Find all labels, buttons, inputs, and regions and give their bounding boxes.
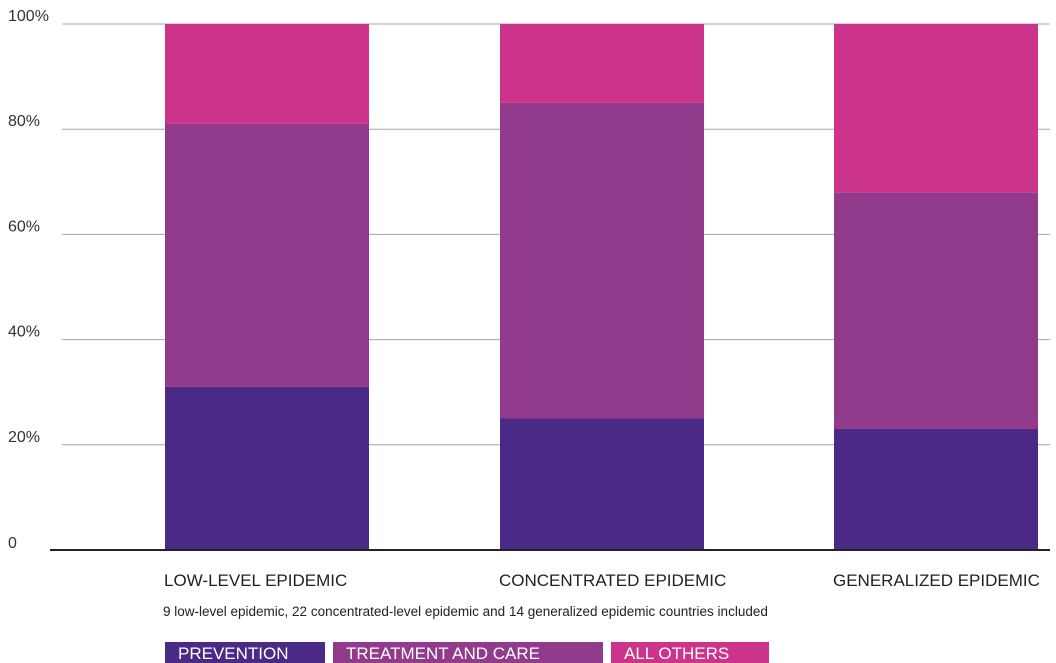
- chart-note: 9 low-level epidemic, 22 concentrated-le…: [163, 604, 768, 619]
- bar-segment: [500, 418, 704, 550]
- legend-label: TREATMENT AND CARE: [346, 644, 540, 663]
- legend-swatch: [333, 642, 603, 663]
- bar-segment: [165, 24, 369, 124]
- y-tick-label: 0: [8, 535, 17, 552]
- bar-segment: [834, 192, 1038, 430]
- bar-segment: [165, 123, 369, 387]
- y-tick-label: 60%: [8, 218, 40, 235]
- y-tick-label: 80%: [8, 113, 40, 130]
- x-category-label: LOW-LEVEL EPIDEMIC: [164, 571, 347, 590]
- bar-segment: [834, 24, 1038, 193]
- bars: [165, 24, 1038, 550]
- legend-label: PREVENTION: [178, 644, 289, 663]
- y-tick-label: 20%: [8, 429, 40, 446]
- legend: PREVENTION TREATMENT AND CARE ALL OTHERS: [165, 642, 769, 663]
- legend-swatch: [165, 642, 325, 663]
- y-tick-label: 40%: [8, 324, 40, 341]
- legend-label: ALL OTHERS: [624, 644, 729, 663]
- bar-segment: [165, 386, 369, 550]
- y-tick-label: 100%: [8, 8, 49, 25]
- x-axis: LOW-LEVEL EPIDEMIC CONCENTRATED EPIDEMIC G…: [50, 549, 1050, 590]
- bar-segment: [500, 102, 704, 419]
- x-category-label: GENERALIZED EPIDEMIC: [833, 571, 1040, 590]
- x-category-label: CONCENTRATED EPIDEMIC: [499, 571, 726, 590]
- bar-segment: [500, 24, 704, 103]
- legend-swatch: [611, 642, 769, 663]
- y-axis: 0 20% 40% 60% 80% 100%: [8, 8, 49, 552]
- bar-segment: [834, 429, 1038, 550]
